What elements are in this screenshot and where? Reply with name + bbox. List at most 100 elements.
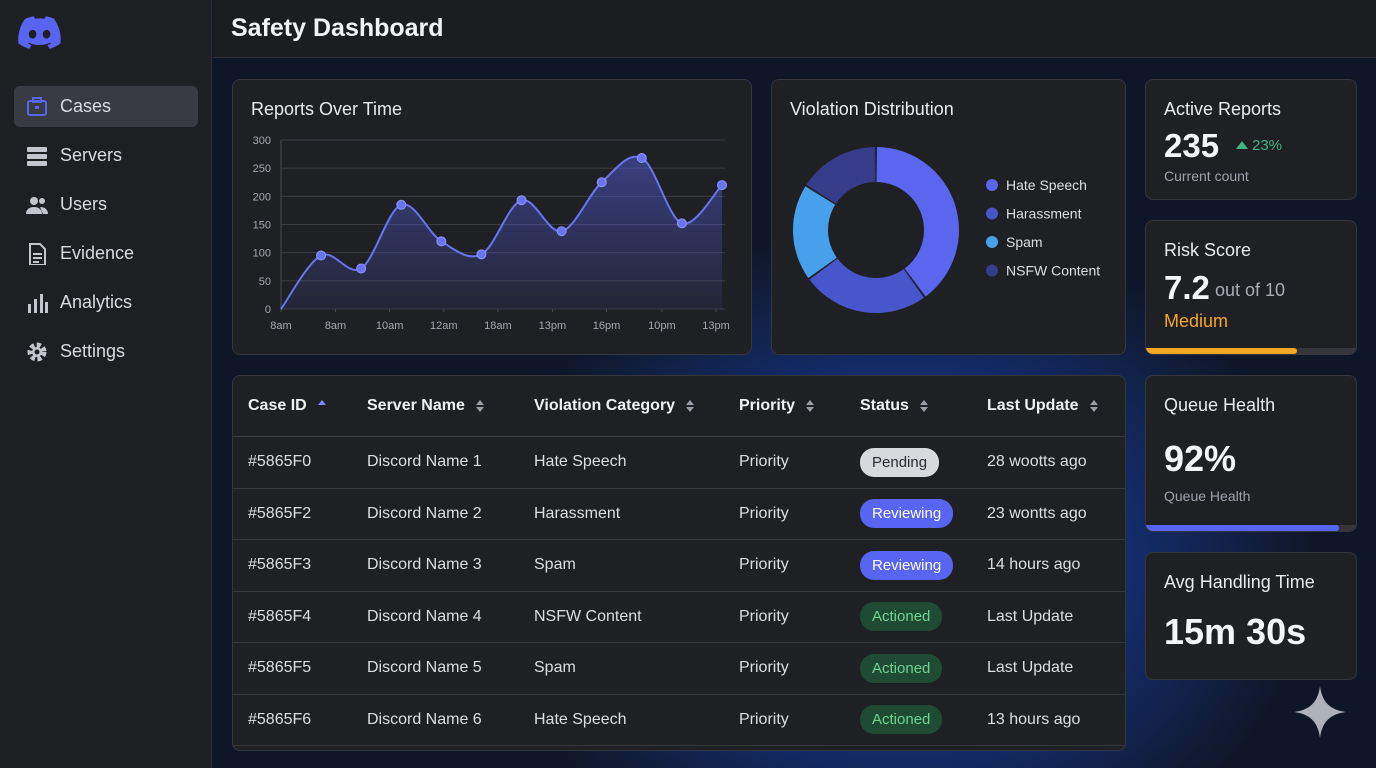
point (676, 218, 687, 229)
column-header[interactable]: Priority (739, 397, 860, 415)
status-badge: Reviewing (860, 550, 954, 580)
avg-handling-card: Avg Handling Time 15m 30s (1145, 552, 1357, 680)
column-header[interactable]: Case ID (248, 397, 367, 415)
table-cell: Last Update (987, 659, 1074, 677)
table-cell: Priority (739, 504, 789, 522)
y-tick-label: 300 (253, 135, 271, 147)
sidebar: Cases Servers Users Evidence Analytics Settin… (0, 0, 212, 768)
table-cell: Priority (739, 556, 789, 574)
x-tick-label: 10am (376, 320, 404, 332)
cases-table: Case ID Server Name Violation Category Prio… (232, 375, 1126, 751)
sparkle-icon (1294, 686, 1346, 738)
nav-label: Evidence (60, 243, 135, 263)
table-row: #5865F3 Discord Name 3 Spam Priority Reviewi… (233, 540, 1125, 592)
point (556, 226, 567, 237)
table-cell: 23 wontts ago (987, 504, 1087, 522)
point (396, 199, 407, 210)
column-header[interactable]: Violation Category (534, 397, 739, 415)
nav-icon (26, 196, 48, 214)
status-cell: Pending (860, 447, 987, 477)
point (436, 236, 447, 247)
nav-icon (27, 146, 47, 166)
nav-item[interactable]: Analytics (14, 282, 198, 323)
donut-segment (806, 147, 876, 204)
donut-segment (876, 147, 959, 297)
legend-label: NSFW Content (1006, 263, 1100, 279)
line-chart-card: Reports Over Time 0 50 100 150 200 250 300 8am 8… (232, 79, 752, 355)
table-row: #5865F5 Discord Name 5 Spam Priority Actione… (233, 643, 1125, 695)
nav-icon (27, 342, 47, 361)
card-title: Active Reports (1164, 99, 1282, 119)
table-header: Case ID Server Name Violation Category Prio… (233, 376, 1125, 437)
legend-swatch (986, 236, 998, 248)
point (717, 180, 727, 191)
sort-icon (919, 400, 928, 412)
donut-chart-card: Violation Distribution Hate Speech Harass… (771, 79, 1126, 355)
column-label: Server Name (367, 397, 465, 414)
legend-label: Harassment (1006, 206, 1082, 222)
table-cell: Discord Name 5 (367, 659, 482, 677)
table-cell: #5865F3 (248, 556, 312, 574)
column-header[interactable]: Server Name (367, 397, 534, 415)
legend-swatch (986, 179, 998, 191)
table-cell: Discord Name 1 (367, 453, 482, 471)
table-cell: Hate Speech (534, 453, 627, 471)
x-tick-label: 13pm (702, 320, 730, 332)
point (636, 153, 647, 164)
sort-icon (686, 400, 695, 412)
line-chart: 0 50 100 150 200 250 300 8am 8am 10am 12am 18am 13pm… (253, 135, 730, 332)
table-cell: Priority (739, 453, 789, 471)
x-tick-label: 8am (270, 320, 291, 332)
table-row: #5865F4 Discord Name 4 NSFW Content Priorit… (233, 592, 1125, 643)
x-tick-label: 13pm (539, 320, 567, 332)
donut-chart: Hate Speech Harassment Spam NSFW Content (793, 147, 1100, 313)
nav-item[interactable]: Cases (14, 86, 198, 127)
nav-item[interactable]: Users (14, 184, 198, 225)
table-cell: Priority (739, 710, 789, 728)
x-tick-label: 18am (484, 320, 512, 332)
nav-icon (28, 293, 48, 313)
x-tick-label: 8am (325, 320, 346, 332)
table-cell: Priority (739, 607, 789, 625)
column-label: Violation Category (534, 397, 676, 414)
nav-label: Users (60, 194, 108, 214)
table-cell: #5865F6 (248, 710, 312, 728)
nav-item[interactable]: Settings (14, 331, 198, 372)
y-tick-label: 50 (259, 276, 271, 288)
nav-icon (29, 242, 46, 265)
active-reports-card: Active Reports 235 23% Current count (1145, 79, 1357, 200)
table-row: #5865F0 Discord Name 1 Hate Speech Priority… (233, 437, 1125, 489)
table-cell: Hate Speech (534, 710, 627, 728)
legend-label: Spam (1006, 234, 1043, 250)
legend-swatch (986, 264, 998, 277)
nav-item[interactable]: Evidence (14, 233, 198, 274)
status-cell: Actioned (860, 653, 987, 683)
donut-segment (793, 186, 837, 278)
card-title: Risk Score (1164, 240, 1252, 260)
column-label: Priority (739, 397, 796, 414)
sort-icon (806, 400, 815, 412)
table-cell: Discord Name 4 (367, 607, 482, 625)
chart-title: Violation Distribution (790, 99, 954, 119)
card-change: 23% (1252, 137, 1283, 154)
point (516, 195, 527, 206)
column-header[interactable]: Status (860, 397, 987, 415)
table-cell: Priority (739, 659, 789, 677)
point (356, 263, 367, 274)
donut-segment (809, 258, 924, 313)
nav-item[interactable]: Servers (14, 135, 198, 176)
status-badge: Actioned (860, 602, 943, 632)
nav-label: Cases (60, 96, 112, 116)
status-badge: Actioned (860, 705, 943, 735)
sort-icon (475, 400, 484, 412)
column-header[interactable]: Last Update (987, 397, 1125, 415)
status-badge: Actioned (860, 653, 943, 683)
table-row: #5865F2 Discord Name 2 Harassment Priority R… (233, 489, 1125, 540)
card-value: 7.2 (1164, 269, 1210, 306)
status-cell: Actioned (860, 602, 987, 632)
y-tick-label: 200 (253, 191, 271, 203)
table-cell: Spam (534, 556, 576, 574)
card-max: out of 10 (1215, 280, 1286, 300)
table-cell: Discord Name 2 (367, 504, 482, 522)
